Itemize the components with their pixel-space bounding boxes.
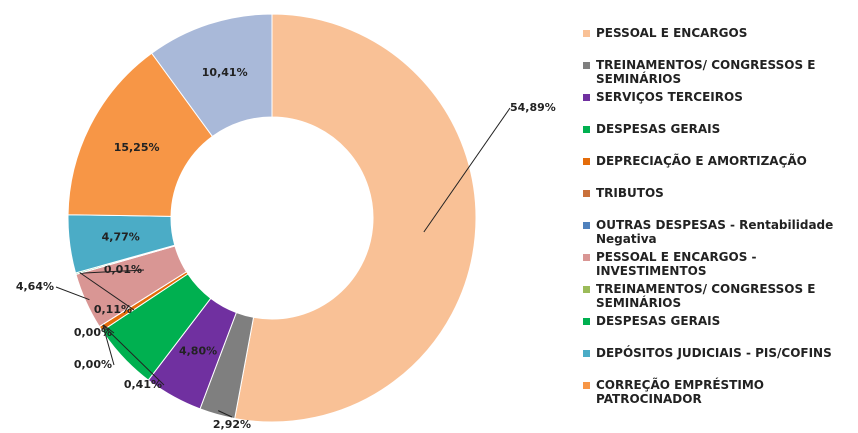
legend-item: OUTRAS DESPESAS - Rentabilidade Negativa: [580, 218, 855, 250]
legend-label: TREINAMENTOS/ CONGRESSOS E SEMINÁRIOS: [596, 58, 816, 86]
legend-label: SERVIÇOS TERCEIROS: [596, 90, 743, 104]
legend-swatch: [583, 350, 590, 357]
leader-line: [79, 272, 135, 311]
legend-item: TRIBUTOS: [580, 186, 855, 218]
slice: [151, 13, 273, 138]
data-label: 0,01%: [104, 263, 142, 276]
leader-line: [103, 326, 165, 386]
data-label: 4,64%: [16, 280, 54, 293]
leader-line: [102, 324, 115, 366]
legend-label: DESPESAS GERAIS: [596, 122, 721, 136]
data-label: 2,92%: [213, 418, 251, 431]
data-label: 10,41%: [202, 66, 248, 79]
legend-swatch: [583, 286, 590, 293]
legend-swatch: [583, 254, 590, 261]
legend-label: DEPRECIAÇÃO E AMORTIZAÇÃO: [596, 154, 807, 168]
leader-line: [102, 324, 115, 334]
legend-item: DEPÓSITOS JUDICIAIS - PIS/COFINS: [580, 346, 855, 378]
legend-item: PESSOAL E ENCARGOS: [580, 26, 855, 58]
legend-label: DEPÓSITOS JUDICIAIS - PIS/COFINS: [596, 346, 832, 360]
legend-swatch: [583, 30, 590, 37]
data-label: 15,25%: [114, 141, 160, 154]
leader-line: [217, 410, 233, 418]
data-label: 0,41%: [124, 378, 162, 391]
legend-item: PESSOAL E ENCARGOS - INVESTIMENTOS: [580, 250, 855, 282]
data-label: 4,80%: [179, 344, 217, 357]
legend-label: CORREÇÃO EMPRÉSTIMO PATROCINADOR: [596, 378, 764, 406]
legend-swatch: [583, 94, 590, 101]
leader-line: [423, 107, 511, 233]
legend-item: SERVIÇOS TERCEIROS: [580, 90, 855, 122]
legend-label: PESSOAL E ENCARGOS: [596, 26, 748, 40]
legend-item: DEPRECIAÇÃO E AMORTIZAÇÃO: [580, 154, 855, 186]
legend-label: TREINAMENTOS/ CONGRESSOS E SEMINÁRIOS: [596, 282, 816, 310]
data-label: 4,77%: [102, 231, 140, 244]
legend-swatch: [583, 126, 590, 133]
legend-swatch: [583, 318, 590, 325]
legend-swatch: [583, 222, 590, 229]
legend-label: PESSOAL E ENCARGOS - INVESTIMENTOS: [596, 250, 757, 278]
data-label: 54,89%: [510, 101, 556, 114]
legend-item: TREINAMENTOS/ CONGRESSOS E SEMINÁRIOS: [580, 58, 855, 90]
legend-item: DESPESAS GERAIS: [580, 122, 855, 154]
data-label: 0,11%: [94, 303, 132, 316]
legend-item: DESPESAS GERAIS: [580, 314, 855, 346]
legend-swatch: [583, 158, 590, 165]
legend-item: CORREÇÃO EMPRÉSTIMO PATROCINADOR: [580, 378, 855, 410]
legend-label: OUTRAS DESPESAS - Rentabilidade Negativa: [596, 218, 834, 246]
data-label: 0,00%: [74, 326, 112, 339]
legend-label: TRIBUTOS: [596, 186, 664, 200]
legend-swatch: [583, 62, 590, 69]
leader-line: [79, 269, 145, 274]
legend-label: DESPESAS GERAIS: [596, 314, 721, 328]
data-label: 0,00%: [74, 358, 112, 371]
legend-swatch: [583, 382, 590, 389]
legend-item: TREINAMENTOS/ CONGRESSOS E SEMINÁRIOS: [580, 282, 855, 314]
chart: 54,89% 2,92% 4,80% 0,41% 0,00% 0,00% 4,64% 0,01…: [16, 13, 556, 431]
legend-swatch: [583, 190, 590, 197]
legend: PESSOAL E ENCARGOS TREINAMENTOS/ CONGRESS…: [580, 26, 855, 410]
slice: [234, 13, 477, 423]
leader-line: [55, 286, 90, 301]
